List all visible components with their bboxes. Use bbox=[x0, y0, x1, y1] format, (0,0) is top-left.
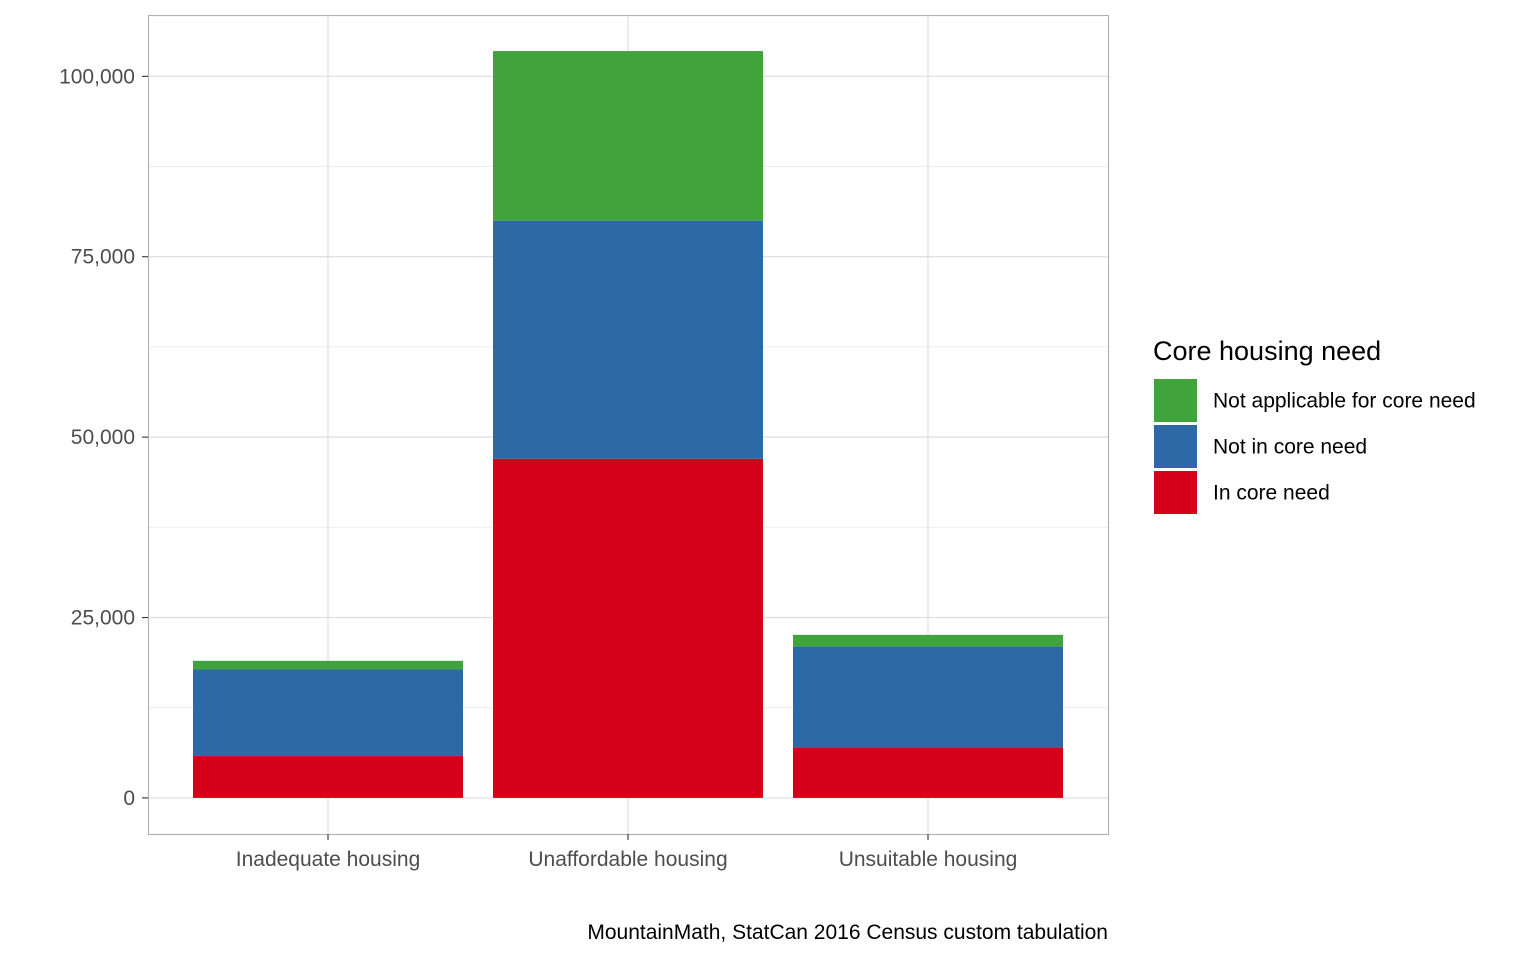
bar-segment bbox=[793, 634, 1063, 647]
x-tick-label: Unsuitable housing bbox=[839, 848, 1018, 871]
y-axis: 0 25,000 50,000 75,000 100,000 bbox=[59, 65, 148, 810]
y-tick-label: 50,000 bbox=[71, 426, 135, 449]
y-tick-label: 75,000 bbox=[71, 246, 135, 269]
bar-segment bbox=[493, 220, 763, 459]
x-axis: Inadequate housing Unaffordable housing Un… bbox=[236, 834, 1018, 871]
bar-segment bbox=[193, 756, 463, 798]
legend-key bbox=[1154, 425, 1197, 468]
y-tick-label: 100,000 bbox=[59, 65, 135, 88]
legend-label: Not in core need bbox=[1213, 436, 1367, 459]
legend-label: In core need bbox=[1213, 482, 1330, 505]
y-tick-label: 0 bbox=[123, 787, 135, 810]
legend-title: Core housing need bbox=[1153, 336, 1381, 366]
bar-segment bbox=[193, 660, 463, 670]
bar-segment bbox=[493, 51, 763, 221]
bar-segment bbox=[193, 669, 463, 757]
bar-segment bbox=[793, 646, 1063, 748]
bars bbox=[193, 51, 1063, 798]
legend-label: Not applicable for core need bbox=[1213, 390, 1476, 413]
x-tick-label: Unaffordable housing bbox=[528, 848, 727, 871]
chart-caption: MountainMath, StatCan 2016 Census custom… bbox=[587, 921, 1108, 944]
legend-entries: Not applicable for core need Not in core … bbox=[1154, 379, 1476, 514]
legend-key bbox=[1154, 471, 1197, 514]
legend: Core housing need Not applicable for cor… bbox=[1153, 336, 1476, 514]
y-tick-label: 25,000 bbox=[71, 607, 135, 630]
bar-segment bbox=[793, 747, 1063, 798]
bar-segment bbox=[493, 458, 763, 798]
x-tick-label: Inadequate housing bbox=[236, 848, 421, 871]
legend-key bbox=[1154, 379, 1197, 422]
